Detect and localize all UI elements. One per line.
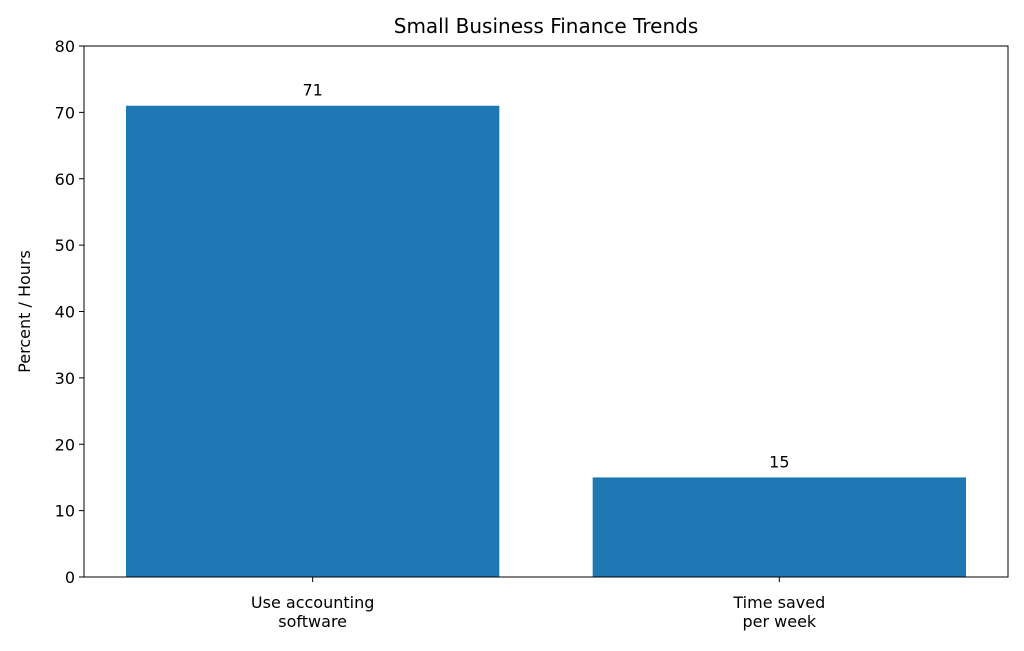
y-tick-label: 70 xyxy=(55,103,75,122)
value-label: 15 xyxy=(769,452,789,471)
y-tick-label: 60 xyxy=(55,170,75,189)
chart-title: Small Business Finance Trends xyxy=(394,14,698,38)
x-tick-label: Time saved per week xyxy=(732,593,825,631)
y-tick-label: 10 xyxy=(55,502,75,521)
y-tick-label: 50 xyxy=(55,236,75,255)
y-tick-label: 0 xyxy=(65,568,75,587)
bar xyxy=(126,105,500,578)
plot-frame xyxy=(83,45,1009,578)
y-tick-label: 40 xyxy=(55,303,75,322)
bar xyxy=(592,477,966,577)
y-tick-label: 80 xyxy=(55,37,75,56)
y-tick-label: 20 xyxy=(55,435,75,454)
value-label: 71 xyxy=(302,81,322,100)
x-tick-label: Use accounting software xyxy=(251,593,374,631)
y-tick-label: 30 xyxy=(55,369,75,388)
y-axis-label: Percent / Hours xyxy=(15,250,34,373)
